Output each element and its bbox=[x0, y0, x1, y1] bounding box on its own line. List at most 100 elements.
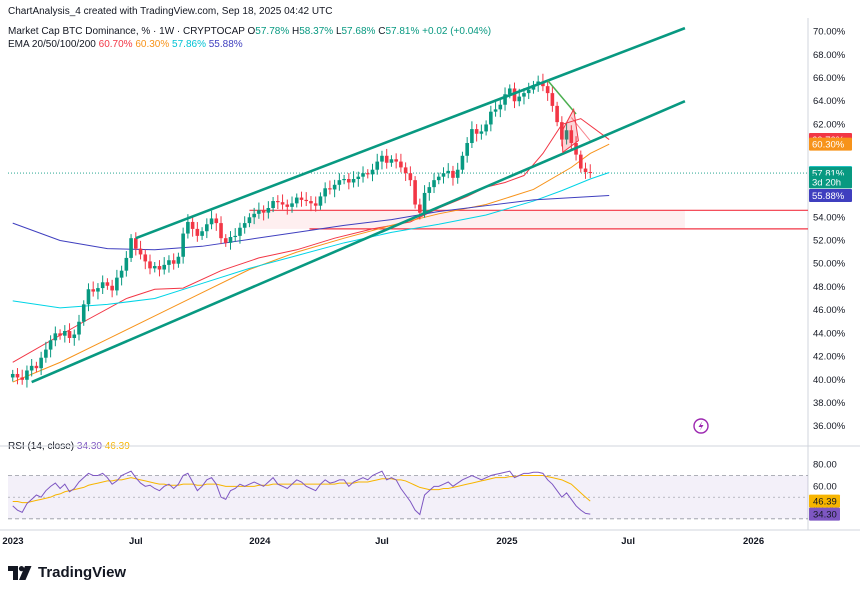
candle-body bbox=[176, 256, 181, 264]
candle-body bbox=[337, 180, 342, 185]
candle-body bbox=[451, 170, 455, 178]
candle-body bbox=[209, 218, 214, 225]
pattern-highlight bbox=[561, 107, 579, 154]
candle-body bbox=[365, 173, 370, 175]
candle-body bbox=[313, 203, 318, 206]
candle-body bbox=[171, 260, 176, 264]
candle-body bbox=[15, 373, 20, 378]
candle-body bbox=[271, 201, 275, 209]
candle-body bbox=[10, 373, 15, 378]
price-tag-bg bbox=[809, 175, 852, 189]
time-axis-tick: Jul bbox=[129, 536, 143, 547]
candle-body bbox=[569, 130, 574, 144]
projection-line bbox=[570, 117, 591, 142]
price-axis-tick: 48.00% bbox=[813, 282, 846, 293]
symbol-title[interactable]: Market Cap BTC Dominance, % · 1W · CRYPT… bbox=[8, 26, 245, 37]
candle-body bbox=[479, 131, 484, 134]
candle-body bbox=[380, 155, 384, 162]
candle-body bbox=[105, 282, 110, 286]
price-tag-bg bbox=[809, 137, 852, 151]
candle-body bbox=[81, 304, 86, 322]
price-axis-tick: 40.00% bbox=[813, 375, 846, 386]
candle-body bbox=[190, 221, 195, 229]
candle-body bbox=[247, 217, 252, 224]
rsi-axis-tick: 60.00 bbox=[813, 481, 837, 492]
candle-body bbox=[465, 143, 469, 156]
candle-body bbox=[110, 285, 114, 291]
candle-body bbox=[257, 210, 261, 214]
time-axis-tick: 2026 bbox=[743, 536, 764, 547]
candle-body bbox=[564, 130, 569, 140]
candle-body bbox=[427, 187, 432, 193]
candle-body bbox=[280, 202, 285, 205]
candle-body bbox=[148, 261, 152, 269]
ema-label[interactable]: EMA 20/50/100/200 bbox=[8, 39, 96, 50]
candle-body bbox=[86, 289, 91, 305]
candle-body bbox=[181, 233, 185, 257]
candle-body bbox=[238, 227, 242, 236]
rsi-line bbox=[12, 470, 591, 516]
candle-body bbox=[63, 331, 67, 336]
ohlc-low: 57.68% bbox=[341, 26, 376, 37]
candle-body bbox=[370, 169, 375, 175]
candle-body bbox=[77, 321, 81, 335]
candle-body bbox=[332, 184, 337, 190]
candle-body bbox=[152, 266, 157, 269]
ohlc-high-label: H bbox=[292, 26, 300, 37]
resistance-line bbox=[547, 79, 577, 115]
candle-body bbox=[228, 237, 233, 243]
candle-body bbox=[242, 223, 247, 228]
candle-body bbox=[522, 93, 526, 97]
ema-line-ema200 bbox=[12, 194, 610, 251]
candle-body bbox=[162, 264, 167, 270]
tradingview-logo[interactable]: TradingView bbox=[8, 564, 126, 581]
ema200-value: 55.88% bbox=[208, 39, 243, 50]
candle-body bbox=[200, 231, 204, 236]
candle-body bbox=[53, 333, 58, 341]
candle-body bbox=[167, 260, 171, 265]
candle-body bbox=[356, 176, 361, 179]
candle-body bbox=[441, 173, 446, 177]
candle-body bbox=[389, 159, 394, 163]
support-zone bbox=[249, 210, 685, 229]
price-axis-tick: 50.00% bbox=[813, 259, 846, 270]
ohlc-low-label: L bbox=[335, 26, 342, 37]
ohlc-high: 58.37% bbox=[299, 26, 334, 37]
price-axis-tick: 38.00% bbox=[813, 398, 846, 409]
ema-line-ema100 bbox=[12, 172, 610, 309]
candle-body bbox=[124, 257, 129, 271]
candles bbox=[10, 73, 593, 388]
candle-body bbox=[266, 208, 271, 213]
candle-body bbox=[347, 178, 351, 183]
candle-body bbox=[446, 170, 451, 174]
price-tag-label: 55.88% bbox=[812, 191, 845, 202]
candle-body bbox=[290, 203, 294, 207]
candle-body bbox=[285, 204, 290, 207]
candle-body bbox=[498, 104, 503, 110]
ema50-value: 60.30% bbox=[135, 39, 170, 50]
price-axis-tick: 52.00% bbox=[813, 236, 846, 247]
candle-body bbox=[58, 333, 62, 336]
ema-line-ema20 bbox=[12, 118, 610, 363]
candle-body bbox=[214, 218, 219, 224]
candle-body bbox=[408, 173, 413, 181]
candle-body bbox=[91, 289, 96, 292]
ema-legend: EMA 20/50/100/200 60.70% 60.30% 57.86% 5… bbox=[8, 39, 243, 50]
price-axis-tick: 54.00% bbox=[813, 212, 846, 223]
candle-body bbox=[96, 288, 100, 292]
channel-line-lower bbox=[31, 100, 686, 384]
price-tag-label: 60.30% bbox=[812, 140, 845, 151]
price-axis-tick: 68.00% bbox=[813, 50, 846, 61]
candle-body bbox=[304, 199, 309, 202]
candle-body bbox=[44, 349, 48, 358]
price-tag-label: 57.81% bbox=[812, 169, 845, 180]
price-axis-tick: 64.00% bbox=[813, 96, 846, 107]
candle-body bbox=[455, 169, 460, 178]
candle-body bbox=[252, 213, 256, 218]
candle-body bbox=[115, 277, 119, 291]
candle-body bbox=[545, 86, 550, 94]
candle-body bbox=[143, 254, 148, 262]
rsi-tag-label: 46.39 bbox=[813, 497, 837, 508]
time-axis-tick: Jul bbox=[621, 536, 635, 547]
